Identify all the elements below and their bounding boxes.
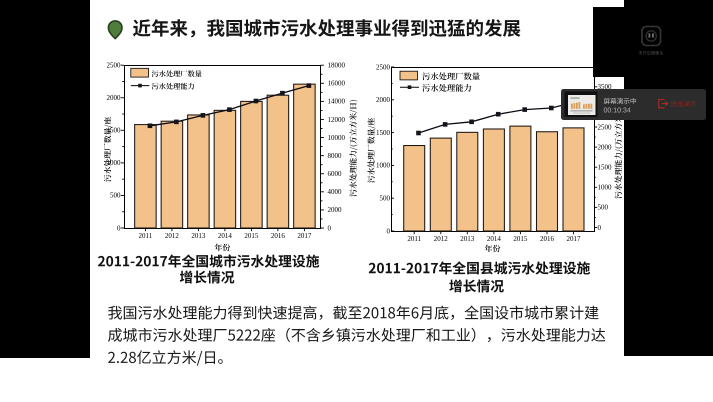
- svg-text:1500: 1500: [107, 127, 122, 135]
- svg-text:1000: 1000: [107, 159, 122, 167]
- svg-text:18000: 18000: [328, 62, 346, 70]
- svg-text:6000: 6000: [328, 170, 343, 178]
- svg-text:500: 500: [110, 192, 121, 200]
- svg-text:3500: 3500: [598, 83, 613, 91]
- svg-text:0: 0: [117, 224, 121, 232]
- svg-text:16000: 16000: [328, 80, 346, 88]
- svg-text:1000: 1000: [376, 162, 391, 170]
- svg-text:2500: 2500: [376, 63, 391, 71]
- svg-text:2000: 2000: [376, 96, 391, 104]
- svg-text:2000: 2000: [328, 206, 343, 214]
- svg-text:0: 0: [328, 224, 332, 232]
- svg-text:0: 0: [387, 227, 391, 235]
- svg-text:2015: 2015: [513, 235, 528, 243]
- svg-text:2000: 2000: [598, 143, 613, 151]
- svg-text:2013: 2013: [460, 235, 475, 243]
- svg-text:2016: 2016: [271, 232, 286, 240]
- svg-text:2014: 2014: [218, 232, 233, 240]
- svg-text:2500: 2500: [107, 62, 122, 70]
- svg-text:2000: 2000: [107, 94, 122, 102]
- svg-text:2012: 2012: [165, 232, 180, 240]
- svg-text:0: 0: [598, 224, 602, 232]
- svg-text:500: 500: [380, 195, 391, 203]
- svg-text:2015: 2015: [244, 232, 259, 240]
- svg-text:500: 500: [598, 204, 609, 212]
- svg-text:12000: 12000: [328, 116, 346, 124]
- svg-text:2012: 2012: [434, 235, 449, 243]
- svg-text:2017: 2017: [567, 235, 582, 243]
- svg-text:1000: 1000: [598, 184, 613, 192]
- svg-text:1500: 1500: [376, 129, 391, 137]
- svg-text:2011: 2011: [407, 235, 421, 243]
- svg-text:1500: 1500: [598, 164, 613, 172]
- svg-text:2014: 2014: [487, 235, 502, 243]
- svg-text:14000: 14000: [328, 98, 346, 106]
- svg-text:2013: 2013: [191, 232, 206, 240]
- svg-text:2500: 2500: [598, 123, 613, 131]
- svg-text:4000: 4000: [328, 188, 343, 196]
- svg-text:2016: 2016: [540, 235, 555, 243]
- svg-text:8000: 8000: [328, 152, 343, 160]
- svg-text:10000: 10000: [328, 134, 346, 142]
- svg-text:2011: 2011: [139, 232, 153, 240]
- svg-text:2017: 2017: [297, 232, 312, 240]
